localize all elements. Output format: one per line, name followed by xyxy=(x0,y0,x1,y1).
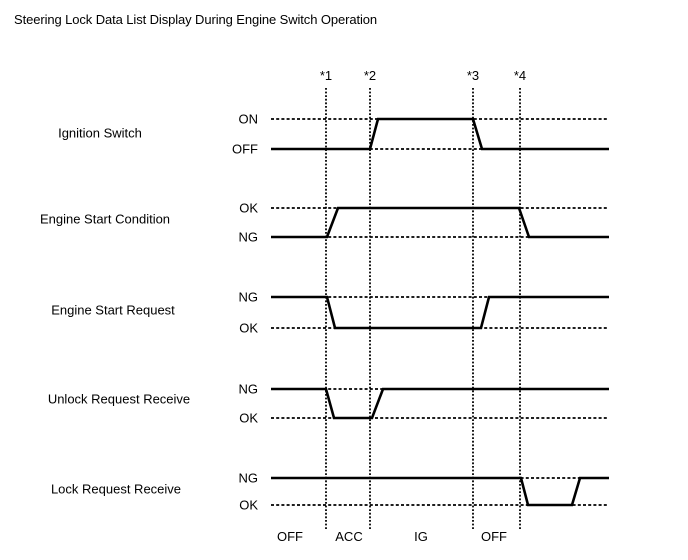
signal-name-unlock-request-receive: Unlock Request Receive xyxy=(48,392,190,407)
phase-label-4-off: OFF xyxy=(481,529,507,544)
diagram-title: Steering Lock Data List Display During E… xyxy=(14,12,378,27)
signal-name-lock-request-receive: Lock Request Receive xyxy=(51,482,181,497)
waveform-engine-start-condition xyxy=(271,206,609,239)
level-label-bottom-engine-start-condition: NG xyxy=(239,230,259,245)
phase-label-1-off: OFF xyxy=(277,529,303,544)
level-label-top-engine-start-condition: OK xyxy=(239,201,258,216)
signal-name-ignition-switch: Ignition Switch xyxy=(58,126,142,141)
signal-name-engine-start-request: Engine Start Request xyxy=(51,303,175,318)
waveform-ignition-switch xyxy=(271,117,609,151)
level-label-top-ignition-switch: ON xyxy=(239,112,259,127)
level-label-bottom-lock-request-receive: OK xyxy=(239,498,258,513)
level-label-top-lock-request-receive: NG xyxy=(239,471,259,486)
level-label-bottom-engine-start-request: OK xyxy=(239,321,258,336)
phase-label-2-acc: ACC xyxy=(335,529,362,544)
marker-label-4: *4 xyxy=(514,68,526,83)
marker-label-1: *1 xyxy=(320,68,332,83)
waveform-lock-request-receive xyxy=(271,476,609,507)
waveform-unlock-request-receive xyxy=(271,387,609,420)
phase-label-3-ig: IG xyxy=(414,529,428,544)
level-label-top-engine-start-request: NG xyxy=(239,290,259,305)
level-label-top-unlock-request-receive: NG xyxy=(239,382,259,397)
level-label-bottom-ignition-switch: OFF xyxy=(232,142,258,157)
marker-label-3: *3 xyxy=(467,68,479,83)
signal-name-engine-start-condition: Engine Start Condition xyxy=(40,212,170,227)
waveform-engine-start-request xyxy=(271,295,609,330)
level-label-bottom-unlock-request-receive: OK xyxy=(239,411,258,426)
marker-label-2: *2 xyxy=(364,68,376,83)
